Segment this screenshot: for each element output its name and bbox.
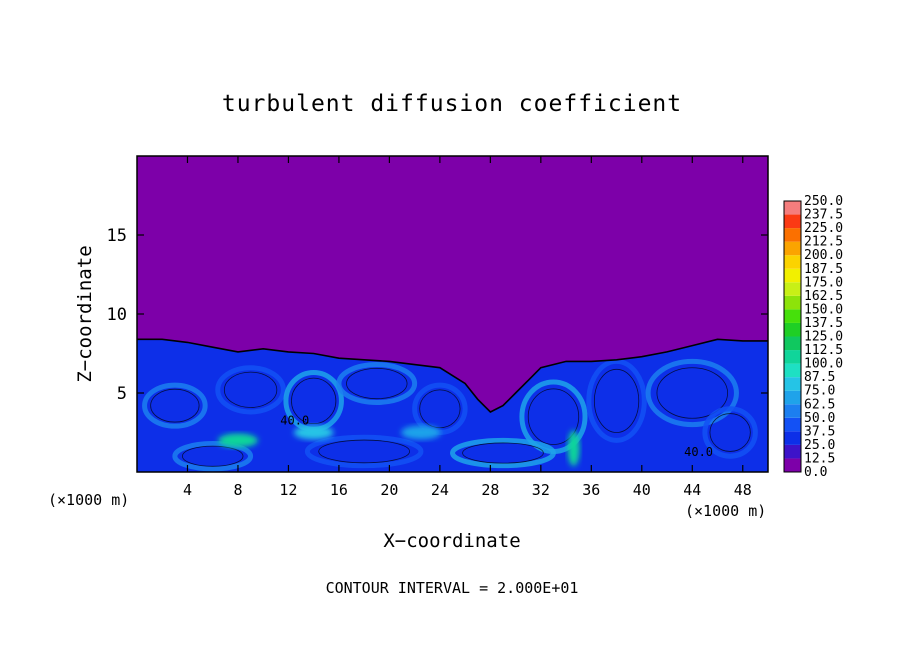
colorbar-swatch [784,214,801,229]
feature-blob [567,430,580,467]
x-axis-label: X−coordinate [383,530,520,552]
contour-line [182,445,244,467]
turbulence-swirl [215,365,286,415]
colorbar-swatch [784,417,801,432]
colorbar-level-label: 237.5 [804,208,843,223]
x-tick-label: 12 [279,481,297,499]
x-tick-label: 24 [431,481,449,499]
colorbar-swatch [784,309,801,323]
x-tick-label: 36 [582,481,600,499]
y-tick-group: 5 10 15 [107,226,768,404]
x-tick-label: 48 [734,481,752,499]
colorbar-level-label: 137.5 [804,316,843,331]
colorbar-swatch [784,268,801,283]
colorbar-level-label: 75.0 [804,384,835,399]
colorbar-swatch [784,390,801,405]
colorbar-swatch [784,431,801,445]
colorbar-level-label: 250.0 [804,194,843,209]
boundary-layer-contour [137,338,768,413]
turbulence-swirl [172,441,254,472]
x-tick-label: 28 [481,481,499,499]
x-tick-label: 44 [683,481,701,499]
contour-line [318,439,410,464]
x-tick-label: 4 [183,481,192,499]
y-tick-label: 10 [107,305,127,325]
y-tick-label: 5 [117,384,127,404]
x-tick-label: 32 [532,481,550,499]
contour-interval-footer: CONTOUR INTERVAL = 2.000E+01 [326,579,579,597]
contour-line [709,413,751,452]
turbulence-swirl [142,382,208,429]
x-tick-label: 16 [330,481,348,499]
contour-line [346,367,408,400]
colorbar-level-label: 212.5 [804,235,843,250]
colorbar-level-label: 100.0 [804,357,843,372]
feature-blob [217,433,258,448]
colorbar-level-label: 200.0 [804,248,843,263]
contour-value-label: 40.0 [280,414,309,428]
feature-blob [400,425,441,440]
colorbar-level-label: 87.5 [804,370,835,385]
contour-line [150,388,200,423]
colorbar-swatch [784,444,801,459]
colorbar-swatch [784,255,801,269]
colorbar-level-label: 62.5 [804,397,835,412]
x-tick-label: 40 [633,481,651,499]
colorbar-swatch [784,377,801,391]
turbulence-swirl [450,437,556,469]
colorbar-level-label: 175.0 [804,275,843,290]
contour-line [527,388,580,445]
y-tick-label: 15 [107,226,127,246]
feature-group [217,425,580,467]
colorbar: 0.012.525.037.550.062.575.087.5100.0112.… [783,194,843,480]
turbulence-swirl [336,362,418,405]
colorbar-swatch [784,228,801,242]
colorbar-swatch [784,241,801,256]
x-tick-label: 8 [233,481,242,499]
contour-line [462,442,544,464]
contour-line [291,377,337,425]
turbulence-swirl [702,406,758,459]
colorbar-swatch [784,404,801,418]
contour-line [656,367,729,419]
x-tick-group: 4 8 12 16 20 24 28 32 36 40 44 48 [183,156,752,499]
colorbar-swatch [784,295,801,310]
turbulence-swirl [645,358,739,428]
colorbar-level-label: 50.0 [804,411,835,426]
turbulence-swirl [304,434,424,469]
colorbar-swatch [784,322,801,337]
colorbar-swatch [784,336,801,351]
x-unit-right: (×1000 m) [685,502,766,520]
contour-label-group: 40.0 40.0 [280,414,713,460]
colorbar-level-label: 25.0 [804,438,835,453]
feature-blob [293,425,334,440]
colorbar-level-label: 112.5 [804,343,843,358]
x-tick-label: 20 [380,481,398,499]
colorbar-level-label: 0.0 [804,465,827,480]
colorbar-level-label: 12.5 [804,451,835,466]
y-axis-label: Z−coordinate [74,245,96,382]
colorbar-level-label: 37.5 [804,424,835,439]
colorbar-swatch [784,458,801,472]
colorbar-frame [783,200,802,473]
colorbar-level-label: 225.0 [804,221,843,236]
contour-line [419,389,461,429]
colorbar-swatch [784,350,801,364]
turbulence-swirl [586,358,647,443]
colorbar-swatch [784,282,801,296]
colorbar-level-label: 125.0 [804,330,843,345]
contour-line [223,371,278,408]
colorbar-swatch [784,363,801,378]
colorbar-level-label: 187.5 [804,262,843,277]
colorbar-level-label: 162.5 [804,289,843,304]
colorbar-swatch [784,201,801,215]
x-unit-left: (×1000 m) [48,491,129,509]
contour-line [593,368,640,433]
chart-title: turbulent diffusion coefficient [222,91,682,117]
colorbar-level-label: 150.0 [804,302,843,317]
contour-value-label: 40.0 [684,445,713,459]
